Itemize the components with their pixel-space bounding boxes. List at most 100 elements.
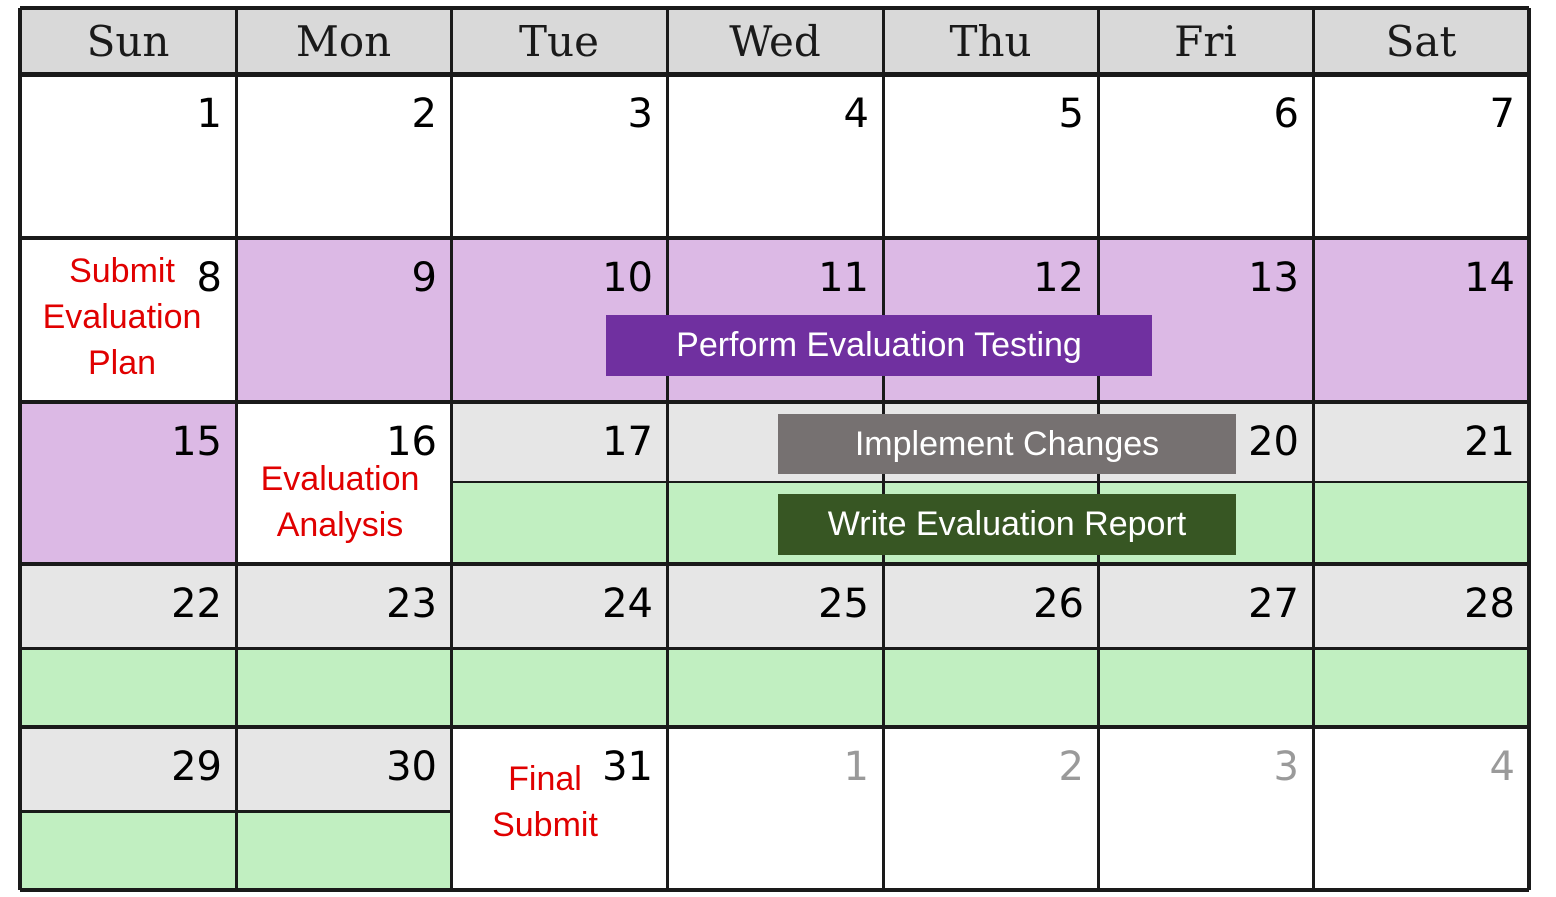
implement-changes-bar: Implement Changes: [778, 414, 1236, 474]
write-report-band: [20, 648, 236, 727]
day-cell: [20, 74, 236, 238]
grid-line: [449, 8, 453, 890]
submit-evaluation-plan-note: Submit Evaluation Plan: [42, 252, 202, 382]
grid-line: [20, 236, 1529, 240]
day-number: 3: [627, 91, 653, 137]
grid-line: [18, 8, 22, 890]
day-number: 3: [1273, 744, 1299, 790]
day-number: 28: [1464, 581, 1515, 627]
write-report-band: [1313, 648, 1529, 727]
grid-line: [665, 8, 669, 890]
grid-line: [20, 646, 1529, 650]
day-number: 29: [171, 744, 222, 790]
day-cell: [667, 74, 883, 238]
grid-line: [20, 888, 1529, 892]
weekday-header-tue: Tue: [451, 8, 667, 74]
weekday-header-thu: Thu: [883, 8, 1098, 74]
weekday-header-sun: Sun: [20, 8, 236, 74]
implement-changes-band: [451, 564, 667, 648]
write-report-band: [451, 648, 667, 727]
grid-line: [20, 6, 1529, 10]
weekday-header-mon: Mon: [236, 8, 451, 74]
day-cell: [451, 74, 667, 238]
evaluation-analysis-note: Evaluation Analysis: [260, 460, 420, 544]
write-evaluation-report-bar: Write Evaluation Report: [778, 494, 1236, 555]
grid-line: [1311, 8, 1315, 890]
implement-changes-band: [20, 564, 236, 648]
implement-changes-band: [1098, 564, 1313, 648]
day-cell: [883, 74, 1098, 238]
write-report-band: [667, 648, 883, 727]
day-number: 30: [386, 744, 437, 790]
day-number: 8: [196, 255, 222, 301]
day-number: 7: [1489, 91, 1515, 137]
day-number: 13: [1248, 255, 1299, 301]
day-number: 16: [386, 419, 437, 465]
grid-line: [20, 400, 1529, 404]
day-number: 4: [1489, 744, 1515, 790]
implement-changes-band: [1313, 402, 1529, 482]
weekday-header-sat: Sat: [1313, 8, 1529, 74]
day-number: 6: [1273, 91, 1299, 137]
day-number: 23: [386, 581, 437, 627]
day-number: 14: [1464, 255, 1515, 301]
day-number: 1: [196, 91, 222, 137]
write-report-band: [20, 811, 236, 890]
day-number: 25: [818, 581, 869, 627]
implement-changes-band: [1313, 564, 1529, 648]
day-cell: [883, 727, 1098, 890]
implement-changes-band: [236, 727, 451, 811]
day-number: 1: [843, 744, 869, 790]
day-cell: [20, 238, 236, 402]
day-number: 2: [411, 91, 437, 137]
write-report-band: [236, 648, 451, 727]
write-report-band: [236, 811, 451, 890]
day-cell: [236, 74, 451, 238]
perform-evaluation-testing-bar: Perform Evaluation Testing: [606, 315, 1152, 376]
day-cell: [1313, 238, 1529, 402]
write-report-band: [1313, 482, 1529, 564]
day-number: 10: [602, 255, 653, 301]
day-number: 17: [602, 419, 653, 465]
day-cell: [1313, 74, 1529, 238]
day-cell: [667, 727, 883, 890]
day-number: 22: [171, 581, 222, 627]
grid-line: [20, 562, 1529, 566]
implement-changes-band: [667, 564, 883, 648]
implement-changes-band: [236, 564, 451, 648]
grid-line: [234, 8, 238, 890]
day-cell: [1098, 74, 1313, 238]
implement-changes-band: [883, 564, 1098, 648]
day-number: 31: [602, 744, 653, 790]
day-cell: [1313, 727, 1529, 890]
day-cell: [236, 238, 451, 402]
day-number: 15: [171, 419, 222, 465]
write-report-band: [883, 648, 1098, 727]
day-number: 21: [1464, 419, 1515, 465]
grid-line: [20, 725, 1529, 729]
grid-line: [1527, 8, 1531, 890]
day-cell: [20, 402, 236, 564]
day-number: 2: [1058, 744, 1084, 790]
day-number: 5: [1058, 91, 1084, 137]
grid-line: [20, 71, 1529, 77]
day-cell: [451, 727, 667, 890]
grid-line: [20, 809, 451, 813]
day-number: 4: [843, 91, 869, 137]
day-number: 9: [411, 255, 437, 301]
day-cell: [1098, 727, 1313, 890]
write-report-band: [451, 482, 667, 564]
weekday-header-fri: Fri: [1098, 8, 1313, 74]
day-number: 11: [818, 255, 869, 301]
final-submit-note: Final Submit: [492, 760, 598, 844]
implement-changes-band: [451, 402, 667, 482]
day-number: 12: [1033, 255, 1084, 301]
day-number: 20: [1248, 419, 1299, 465]
day-number: 26: [1033, 581, 1084, 627]
grid-line: [451, 481, 1529, 483]
day-number: 27: [1248, 581, 1299, 627]
write-report-band: [1098, 648, 1313, 727]
weekday-header-wed: Wed: [667, 8, 883, 74]
day-cell: [236, 402, 451, 564]
